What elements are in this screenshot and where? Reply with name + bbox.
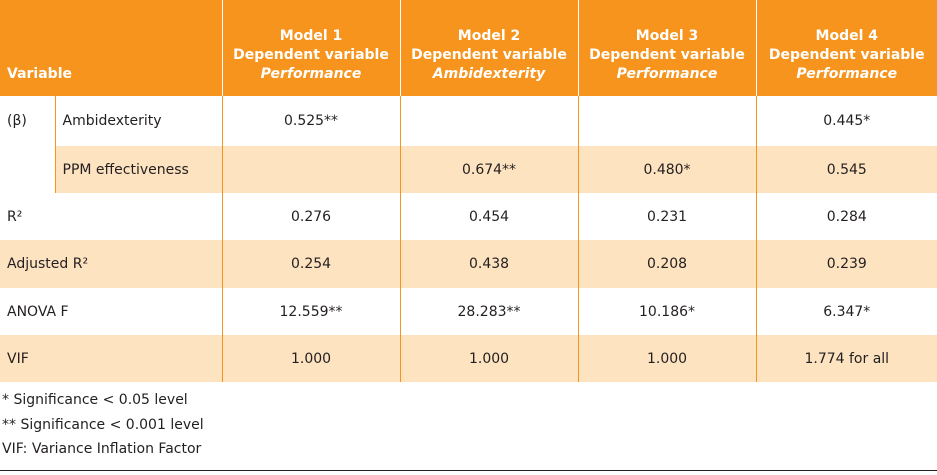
header-variable: Variable xyxy=(0,0,223,96)
cell xyxy=(399,96,579,146)
cell: 0.674** xyxy=(399,146,579,193)
notes: * Significance < 0.05 level ** Significa… xyxy=(2,388,204,462)
cell: 0.545 xyxy=(755,146,937,193)
results-table: Variable Model 1 Dependent variable Perfor… xyxy=(0,0,937,382)
cell: 28.283** xyxy=(399,288,579,335)
header-row: Variable Model 1 Dependent variable Perfor… xyxy=(0,0,937,96)
model-dependent: Dependent variable xyxy=(233,47,389,63)
cell: 0.480* xyxy=(577,146,757,193)
cell: 1.000 xyxy=(399,335,579,382)
model-dependent: Dependent variable xyxy=(411,47,567,63)
row-label: R² xyxy=(0,193,223,240)
cell: 0.438 xyxy=(399,240,579,288)
cell: 0.454 xyxy=(399,193,579,240)
header-model: Model 1 Dependent variable Performance xyxy=(221,0,401,96)
row: R² 0.276 0.454 0.231 0.284 xyxy=(0,193,937,240)
cell: 0.276 xyxy=(221,193,401,240)
note: ** Significance < 0.001 level xyxy=(2,416,204,433)
model-variable: Ambidexterity xyxy=(432,66,546,82)
cell: 12.559** xyxy=(221,288,401,335)
cell: 1.000 xyxy=(577,335,757,382)
row-label: Adjusted R² xyxy=(0,240,223,288)
cell: 0.284 xyxy=(755,193,937,240)
note: * Significance < 0.05 level xyxy=(2,392,188,408)
row-label: ANOVA F xyxy=(0,288,223,335)
cell: 0.525** xyxy=(221,96,401,146)
row-label: PPM effectiveness xyxy=(54,146,223,193)
beta-label: (β) xyxy=(0,96,55,193)
row: PPM effectiveness 0.674** 0.480* 0.545 xyxy=(0,146,937,193)
cell: 10.186* xyxy=(577,288,757,335)
row-label: Ambidexterity xyxy=(54,96,223,146)
model-dependent: Dependent variable xyxy=(589,47,745,63)
header-model: Model 4 Dependent variable Performance xyxy=(755,0,937,96)
model-name: Model 4 xyxy=(815,28,878,44)
cell: 0.239 xyxy=(755,240,937,288)
model-variable: Performance xyxy=(260,66,362,82)
cell: 1.000 xyxy=(221,335,401,382)
model-name: Model 2 xyxy=(457,28,521,44)
model-variable: Performance xyxy=(796,66,898,82)
cell xyxy=(221,146,401,193)
cell: 0.254 xyxy=(221,240,401,288)
model-dependent: Dependent variable xyxy=(768,47,925,63)
model-name: Model 1 xyxy=(279,28,343,44)
row-label: VIF xyxy=(0,335,223,382)
row: Adjusted R² 0.254 0.438 0.208 0.239 xyxy=(0,240,937,288)
cell: 0.231 xyxy=(577,193,757,240)
row: ANOVA F 12.559** 28.283** 10.186* 6.347* xyxy=(0,288,937,335)
header-model: Model 3 Dependent variable Performance xyxy=(577,0,757,96)
row: VIF 1.000 1.000 1.000 1.774 for all xyxy=(0,335,937,382)
model-variable: Performance xyxy=(616,66,718,82)
bottom-rule xyxy=(0,470,937,471)
cell: 1.774 for all xyxy=(755,335,937,382)
row: (β) Ambidexterity 0.525** 0.445* xyxy=(0,96,937,193)
cell: 0.208 xyxy=(577,240,757,288)
model-name: Model 3 xyxy=(635,28,699,44)
cell: 0.445* xyxy=(755,96,937,146)
header-model: Model 2 Dependent variable Ambidexterity xyxy=(399,0,579,96)
cell: 6.347* xyxy=(755,288,937,335)
cell xyxy=(577,96,757,146)
note: VIF: Variance Inflation Factor xyxy=(2,441,202,457)
